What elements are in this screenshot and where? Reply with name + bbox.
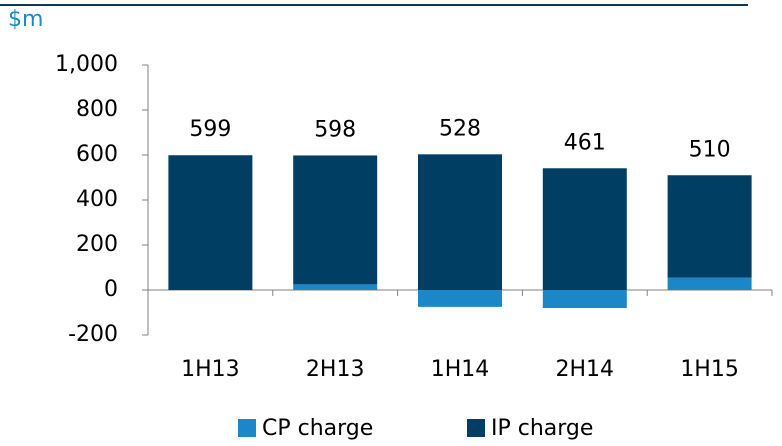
x-tick-label: 2H13	[306, 357, 365, 382]
y-tick-label: 0	[104, 277, 118, 302]
total-label: 599	[189, 117, 231, 142]
bar-segment	[168, 155, 253, 290]
bar-segment	[293, 284, 378, 290]
total-label: 461	[564, 130, 606, 155]
total-label: 528	[439, 116, 481, 141]
y-tick-label: 800	[76, 97, 118, 122]
y-tick-label: 600	[76, 142, 118, 167]
y-tick-label: 1,000	[55, 52, 118, 77]
legend-label: CP charge	[262, 416, 373, 441]
bar-segment	[293, 155, 378, 285]
legend-swatch	[467, 419, 485, 437]
total-label: 510	[689, 137, 731, 162]
bar-segment	[418, 154, 502, 290]
bar-segment	[418, 290, 502, 307]
legend-swatch	[238, 419, 256, 437]
x-tick-label: 1H13	[181, 357, 240, 382]
x-tick-label: 1H15	[680, 357, 739, 382]
chart-title: $m	[8, 7, 43, 32]
x-tick-label: 2H14	[556, 357, 615, 382]
bar-segment	[542, 168, 627, 290]
y-tick-label: 400	[76, 187, 118, 212]
total-label: 598	[314, 117, 356, 142]
x-tick-label: 1H14	[431, 357, 490, 382]
bar-segment	[667, 175, 752, 278]
y-tick-label: 200	[76, 232, 118, 257]
y-tick-label: -200	[68, 322, 118, 347]
bar-segment	[667, 277, 752, 290]
bar-segment	[542, 290, 627, 308]
legend-label: IP charge	[491, 416, 593, 441]
